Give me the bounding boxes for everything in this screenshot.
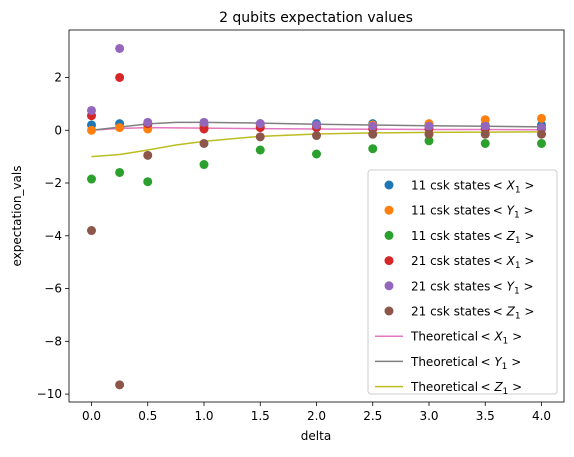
legend-entry-2: 11 csk states < Y1 > [384, 204, 534, 221]
scatter-point-series-6-5 [312, 131, 321, 141]
y-tick-label: −8 [44, 334, 62, 348]
axes: 0.0 0.5 1.0 1.5 2.0 2.5 3.0 3.5 4.0 −10 −8 −6 −4 −2 0 2 [37, 70, 551, 423]
legend-label: 11 csk states < X1 > [411, 179, 534, 196]
legend-entry-4: 21 csk states < X1 > [384, 254, 534, 271]
chart-title: 2 qubits expectation values [219, 10, 413, 26]
x-tick-label: 0.5 [138, 409, 157, 423]
scatter-point-series-5-0 [87, 105, 96, 115]
y-tick-label: −2 [44, 176, 62, 190]
legend-entry-9: Theoretical < Z1 > [375, 380, 522, 397]
legend-label: Theoretical < Z1 > [410, 380, 522, 397]
scatter-point-series-6-0 [87, 226, 96, 236]
scatter-point-series-5-8 [480, 121, 490, 131]
scatter-point-series-2-0 [87, 125, 96, 135]
legend-entry-6: 21 csk states < Z1 > [384, 305, 534, 322]
y-tick-label: −6 [44, 282, 62, 296]
scatter-point-series-3-8 [480, 138, 490, 148]
scatter-point-series-6-2 [143, 150, 153, 160]
scatter-point-series-2-8 [480, 115, 490, 125]
legend-entry-8: Theoretical < Y1 > [375, 355, 521, 372]
scatter-point-series-5-4 [255, 119, 265, 129]
scatter-point-series-6-7 [424, 129, 434, 139]
scatter-point-series-3-0 [87, 174, 96, 184]
legend-label: 21 csk states < X1 > [411, 254, 534, 271]
legend-label: 11 csk states < Y1 > [411, 204, 534, 221]
scatter-point-series-6-6 [368, 129, 378, 139]
legend-marker [384, 256, 394, 266]
legend-label: 11 csk states < Z1 > [411, 229, 534, 246]
scatter-point-series-6-8 [480, 129, 490, 139]
legend-marker [384, 306, 394, 316]
y-tick-label: 0 [54, 123, 62, 137]
x-tick-label: 3.5 [476, 409, 495, 423]
x-tick-label: 2.5 [363, 409, 382, 423]
legend-marker [384, 281, 394, 291]
scatter-point-series-5-7 [424, 121, 434, 131]
legend-label: 21 csk states < Z1 > [411, 305, 534, 322]
legend-marker [384, 230, 394, 240]
scatter-point-series-5-9 [537, 123, 546, 133]
x-tick-label: 1.0 [194, 409, 213, 423]
legend-entry-1: 11 csk states < X1 > [384, 179, 534, 196]
x-axis-label: delta [301, 429, 331, 443]
y-tick-label: −10 [37, 387, 62, 401]
legend-box [367, 169, 558, 395]
x-tick-label: 4.0 [532, 409, 551, 423]
scatter-point-series-2-9 [537, 113, 546, 123]
scatter-point-series-6-4 [255, 132, 265, 142]
scatter-point-series-3-3 [199, 160, 209, 170]
legend-label: 21 csk states < Y1 > [411, 279, 534, 296]
x-tick-label: 1.5 [251, 409, 270, 423]
legend: 11 csk states < X1 > 11 csk states < Y1 >… [367, 169, 558, 397]
y-axis-label: expectation_vals [10, 166, 24, 267]
scatter-point-series-5-5 [312, 120, 321, 130]
scatter-point-series-2-1 [115, 123, 125, 133]
plot-area [87, 43, 546, 390]
scatter-point-series-5-1 [115, 43, 125, 53]
scatter-point-series-5-2 [143, 117, 153, 127]
scatter-point-series-3-6 [368, 144, 378, 154]
legend-marker [384, 205, 394, 215]
legend-label: Theoretical < Y1 > [410, 355, 521, 372]
scatter-point-series-4-1 [115, 72, 125, 82]
scatter-point-series-3-7 [424, 136, 434, 146]
x-tick-label: 2.0 [307, 409, 326, 423]
scatter-point-series-6-9 [537, 129, 546, 139]
legend-marker [384, 180, 394, 190]
y-tick-label: −4 [44, 229, 62, 243]
legend-label: Theoretical < X1 > [410, 330, 522, 347]
scatter-point-series-6-3 [199, 138, 209, 148]
scatter-point-series-4-3 [199, 124, 209, 134]
scatter-point-series-3-4 [255, 145, 265, 155]
x-tick-label: 0.0 [82, 409, 101, 423]
scatter-point-series-3-1 [115, 167, 125, 177]
scatter-point-series-3-9 [537, 138, 546, 148]
plot-marks [87, 43, 546, 390]
scatter-point-series-5-6 [368, 121, 378, 131]
x-tick-label: 3.0 [419, 409, 438, 423]
legend-entry-7: Theoretical < X1 > [375, 330, 522, 347]
legend-entry-5: 21 csk states < Y1 > [384, 279, 534, 296]
scatter-point-series-5-3 [199, 117, 209, 127]
theoretical-line-z [91, 131, 542, 158]
scatter-point-series-3-2 [143, 177, 153, 187]
y-tick-label: 2 [54, 70, 62, 84]
legend-entry-3: 11 csk states < Z1 > [384, 229, 534, 246]
scatter-point-series-3-5 [312, 149, 321, 159]
scatter-point-series-6-1 [115, 380, 125, 390]
